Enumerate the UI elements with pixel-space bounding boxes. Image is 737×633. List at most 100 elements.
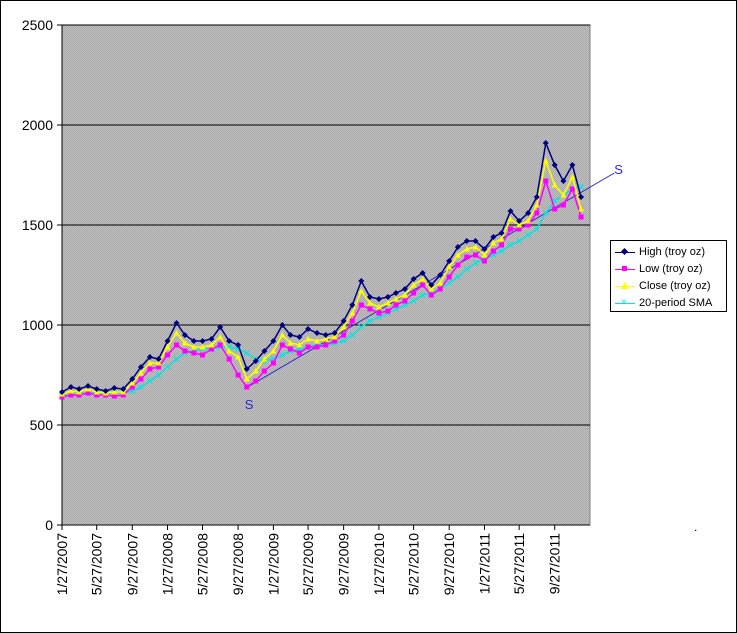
data-point	[349, 332, 356, 338]
data-point	[542, 210, 549, 216]
x-axis-ticks: 1/27/2007 5/27/2007 9/27/2007 1/27/2008 5/27…	[54, 525, 563, 595]
data-point	[516, 222, 523, 228]
gridlines	[62, 24, 590, 426]
x-tick-label: 5/27/2010	[406, 533, 422, 595]
corner-dot: .	[694, 520, 697, 534]
data-point	[279, 332, 286, 338]
x-tick-label: 1/27/2007	[54, 533, 70, 595]
data-point	[392, 296, 399, 302]
data-point	[507, 208, 514, 214]
data-point	[384, 300, 391, 306]
data-point	[173, 330, 180, 336]
data-point	[200, 352, 206, 358]
data-point	[340, 338, 347, 344]
y-tick-label: 2500	[22, 17, 53, 33]
x-tick-label: 9/27/2009	[336, 533, 352, 595]
data-point	[199, 344, 206, 350]
data-point	[401, 286, 408, 292]
data-point	[137, 364, 144, 370]
data-point	[498, 248, 505, 254]
data-point	[410, 298, 417, 304]
data-point	[253, 378, 259, 384]
data-point	[244, 384, 250, 390]
data-point	[296, 334, 303, 340]
data-point	[569, 162, 576, 168]
data-point	[68, 392, 74, 398]
legend-label-high: High (troy oz)	[639, 246, 706, 258]
data-point	[270, 360, 276, 366]
data-point	[428, 286, 435, 292]
data-point	[349, 302, 356, 308]
x-tick-label: 5/27/2009	[300, 533, 316, 595]
data-point	[261, 356, 268, 362]
legend-label-sma: 20-period SMA	[639, 297, 713, 309]
data-point	[129, 384, 135, 390]
x-tick-label: 1/27/2009	[265, 533, 281, 595]
data-point	[76, 386, 83, 392]
data-point	[226, 356, 232, 362]
data-point	[243, 350, 250, 356]
data-point	[358, 278, 365, 284]
data-point	[243, 376, 250, 382]
data-point	[173, 356, 180, 362]
data-point	[463, 238, 470, 244]
data-point	[533, 226, 540, 232]
data-point	[419, 270, 426, 276]
data-point	[437, 286, 443, 292]
y-tick-label: 1000	[22, 317, 53, 333]
data-point	[569, 186, 575, 192]
data-point	[454, 274, 461, 280]
y-tick-label: 0	[45, 517, 53, 533]
data-point	[165, 352, 171, 358]
data-point	[208, 346, 214, 352]
data-point	[551, 162, 558, 168]
x-tick-label: 9/27/2011	[547, 533, 563, 594]
data-point	[349, 318, 355, 324]
cross-marker-icon: ×	[621, 297, 627, 308]
data-point	[296, 342, 303, 348]
data-point	[376, 310, 382, 316]
data-point	[534, 210, 540, 216]
data-point	[384, 294, 391, 300]
data-point	[428, 282, 435, 288]
data-point	[375, 296, 382, 302]
data-point	[173, 320, 180, 326]
data-point	[490, 240, 497, 246]
legend-item-sma: × 20-period SMA	[613, 295, 726, 312]
data-point	[252, 358, 259, 364]
data-point	[533, 202, 540, 208]
data-point	[533, 194, 540, 200]
axes	[61, 25, 590, 526]
data-point	[578, 206, 585, 212]
data-point	[367, 306, 373, 312]
data-point	[138, 376, 144, 382]
data-point	[270, 348, 277, 354]
data-point	[287, 346, 293, 352]
data-point	[296, 350, 302, 356]
data-point	[235, 372, 241, 378]
data-point	[85, 390, 91, 396]
data-point	[322, 336, 329, 342]
data-point	[156, 364, 162, 370]
data-point	[358, 302, 364, 308]
data-point	[437, 280, 444, 286]
data-point	[525, 218, 532, 224]
data-point	[481, 252, 488, 258]
data-point	[252, 368, 259, 374]
data-point	[446, 274, 452, 280]
data-point	[411, 290, 417, 296]
data-point	[270, 338, 277, 344]
data-point	[392, 290, 399, 296]
data-point	[507, 242, 514, 248]
data-point	[349, 310, 356, 316]
data-point	[542, 158, 549, 164]
data-point	[174, 342, 180, 348]
data-point	[305, 336, 312, 342]
data-point	[358, 288, 365, 294]
legend-label-close: Close (troy oz)	[639, 280, 711, 292]
data-point	[226, 348, 233, 354]
data-point	[147, 366, 153, 372]
data-point	[542, 140, 549, 146]
data-point	[208, 336, 215, 342]
